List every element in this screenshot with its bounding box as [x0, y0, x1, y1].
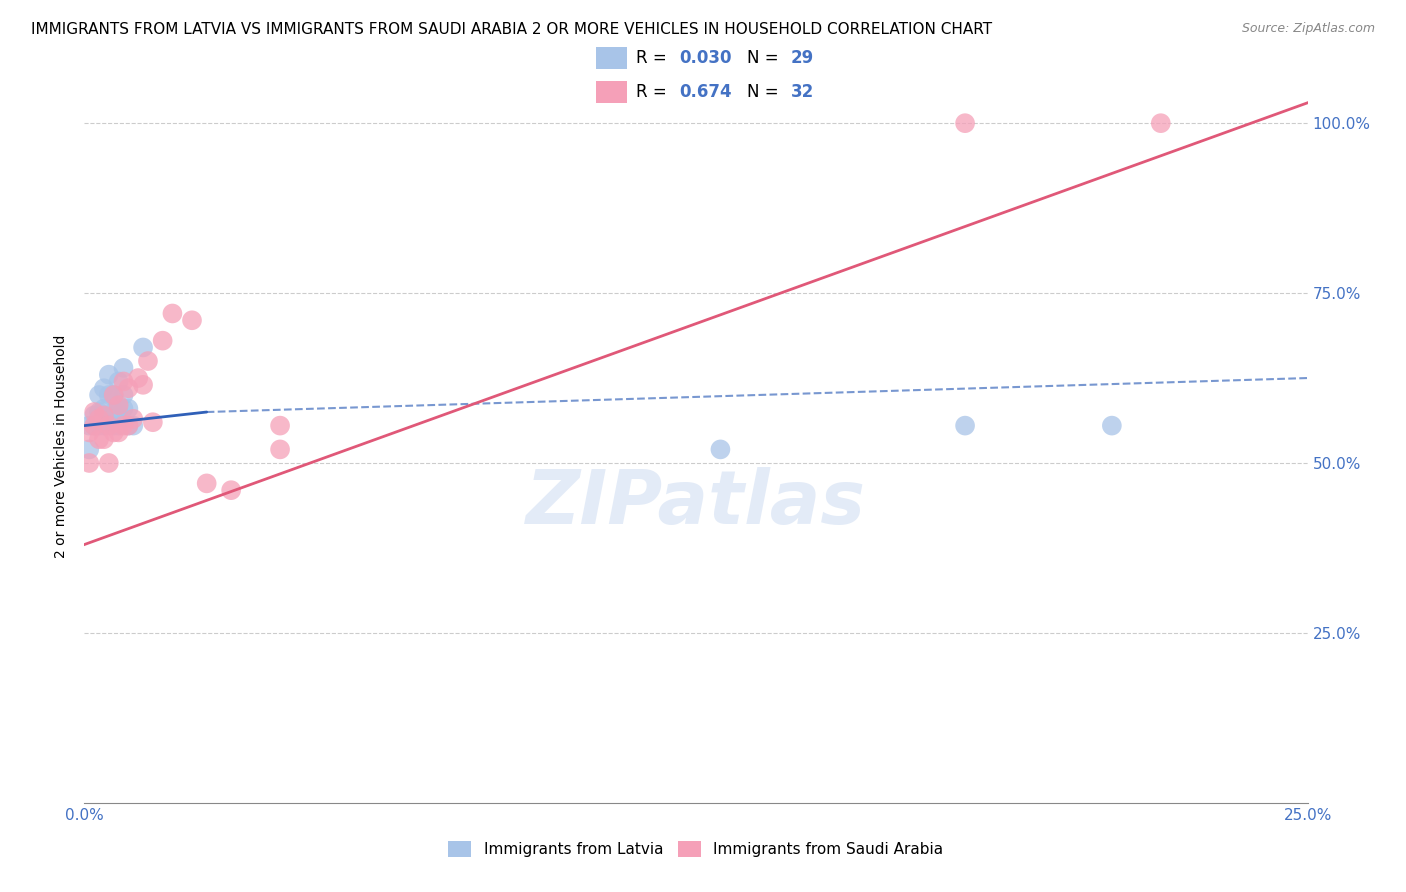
Text: 29: 29	[790, 49, 814, 67]
Point	[269, 418, 291, 433]
Point	[195, 476, 218, 491]
Point	[112, 375, 135, 389]
Point	[152, 334, 174, 348]
Point	[83, 409, 105, 423]
Point	[953, 116, 976, 130]
Text: IMMIGRANTS FROM LATVIA VS IMMIGRANTS FROM SAUDI ARABIA 2 OR MORE VEHICLES IN HOU: IMMIGRANTS FROM LATVIA VS IMMIGRANTS FRO…	[31, 22, 993, 37]
Text: N =: N =	[748, 83, 785, 101]
Text: Source: ZipAtlas.com: Source: ZipAtlas.com	[1241, 22, 1375, 36]
FancyBboxPatch shape	[596, 81, 627, 103]
Text: ZIPatlas: ZIPatlas	[526, 467, 866, 540]
Point	[219, 483, 242, 498]
Y-axis label: 2 or more Vehicles in Household: 2 or more Vehicles in Household	[55, 334, 69, 558]
Point	[103, 418, 125, 433]
Point	[87, 405, 110, 419]
Point	[181, 313, 204, 327]
Point	[93, 401, 115, 416]
Point	[953, 418, 976, 433]
Point	[97, 388, 120, 402]
Point	[97, 415, 120, 429]
Point	[97, 456, 120, 470]
Point	[117, 418, 139, 433]
Point	[112, 418, 135, 433]
Point	[122, 418, 145, 433]
Point	[93, 381, 115, 395]
Point	[132, 341, 155, 355]
Point	[87, 432, 110, 446]
Point	[83, 418, 105, 433]
Point	[97, 418, 120, 433]
Point	[103, 405, 125, 419]
Point	[127, 371, 149, 385]
Point	[93, 409, 115, 423]
Point	[93, 432, 115, 446]
Point	[87, 412, 110, 426]
Point	[162, 306, 184, 320]
Text: 32: 32	[790, 83, 814, 101]
Point	[122, 412, 145, 426]
Point	[142, 415, 165, 429]
Point	[112, 401, 135, 416]
Point	[1101, 418, 1123, 433]
Point	[107, 375, 129, 389]
Point	[132, 377, 155, 392]
Point	[269, 442, 291, 457]
Point	[103, 425, 125, 440]
Point	[77, 425, 100, 440]
Point	[77, 442, 100, 457]
Legend: Immigrants from Latvia, Immigrants from Saudi Arabia: Immigrants from Latvia, Immigrants from …	[443, 835, 949, 863]
Point	[103, 388, 125, 402]
Point	[87, 388, 110, 402]
Point	[83, 405, 105, 419]
Point	[87, 418, 110, 433]
Point	[117, 381, 139, 395]
FancyBboxPatch shape	[596, 47, 627, 69]
Text: N =: N =	[748, 49, 785, 67]
Point	[112, 388, 135, 402]
Point	[93, 418, 115, 433]
Point	[709, 442, 731, 457]
Point	[97, 368, 120, 382]
Point	[107, 405, 129, 419]
Point	[117, 418, 139, 433]
Point	[103, 388, 125, 402]
Point	[107, 398, 129, 412]
Text: R =: R =	[636, 49, 672, 67]
Point	[107, 425, 129, 440]
Point	[83, 418, 105, 433]
Text: 0.674: 0.674	[679, 83, 733, 101]
Point	[117, 401, 139, 416]
Point	[1150, 116, 1173, 130]
Point	[112, 360, 135, 375]
Point	[107, 418, 129, 433]
Text: R =: R =	[636, 83, 672, 101]
Point	[77, 418, 100, 433]
Point	[136, 354, 159, 368]
Point	[77, 456, 100, 470]
Text: 0.030: 0.030	[679, 49, 733, 67]
